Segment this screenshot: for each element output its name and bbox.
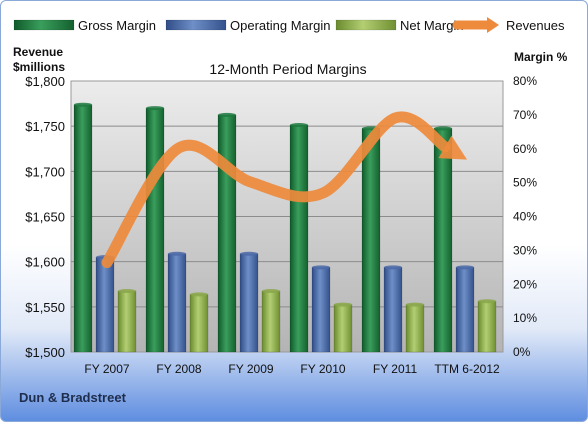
operating-margin-bar	[239, 253, 259, 353]
right-tick-label: 0%	[513, 345, 531, 359]
left-tick-label: $1,550	[25, 300, 65, 315]
company-name: Dun & Bradstreet	[19, 390, 126, 405]
operating-margin-legend-label: Operating Margin	[230, 18, 330, 33]
right-tick-label: 20%	[513, 277, 537, 291]
operating-margin-bar	[383, 267, 403, 353]
right-tick-label: 80%	[513, 74, 537, 88]
gross-margin-bar	[433, 128, 453, 353]
net-margin-bar	[405, 304, 425, 353]
revenues-arrowhead	[438, 135, 467, 160]
net-margin-bar	[477, 300, 497, 353]
category-label: FY 2007	[84, 362, 129, 376]
left-tick-label: $1,700	[25, 164, 65, 179]
operating-margin-bar	[455, 267, 475, 353]
left-axis-title-line1: Revenue	[13, 45, 63, 59]
category-label: FY 2010	[300, 362, 345, 376]
gross-margin-legend-label: Gross Margin	[78, 18, 156, 33]
net-margin-bar	[189, 294, 209, 353]
gross-margin-bar-cap	[146, 106, 164, 111]
left-tick-label: $1,800	[25, 74, 65, 89]
gross-margin-legend-swatch	[13, 19, 75, 31]
operating-margin-bar	[167, 253, 187, 353]
revenues-legend-arrow	[487, 17, 499, 33]
legend: Gross Margin Operating Margin Net Margin Re…	[13, 17, 565, 33]
bars-layer	[73, 102, 497, 353]
gridlines	[71, 125, 503, 308]
net-margin-bar-cap	[190, 292, 208, 297]
category-label: FY 2011	[373, 362, 418, 376]
net-margin-bar-cap	[262, 289, 280, 294]
gross-margin-bar-cap	[290, 123, 308, 128]
net-margin-bar-cap	[118, 289, 136, 294]
revenues-legend-label: Revenues	[506, 18, 565, 33]
left-tick-label: $1,750	[25, 119, 65, 134]
operating-margin-bar	[311, 267, 331, 353]
right-tick-label: 30%	[513, 243, 537, 257]
net-margin-bar-cap	[406, 302, 424, 307]
operating-margin-bar-cap	[312, 265, 330, 270]
right-tick-label: 10%	[513, 311, 537, 325]
left-tick-label: $1,500	[25, 345, 65, 360]
revenues-line	[101, 111, 451, 269]
category-label: TTM 6-2012	[434, 362, 500, 376]
left-tick-label: $1,600	[25, 255, 65, 270]
gross-margin-bar	[217, 114, 237, 353]
operating-margin-bar-cap	[456, 265, 474, 270]
right-tick-label: 50%	[513, 176, 537, 190]
revenue-line-layer	[101, 111, 467, 269]
axes-layer: $1,500 $1,550 $1,600 $1,650 $1,700 $1,750 $1,8…	[25, 74, 537, 376]
right-tick-label: 60%	[513, 142, 537, 156]
net-margin-bar	[117, 290, 137, 353]
gross-margin-bar	[361, 128, 381, 353]
gross-margin-bar	[73, 104, 93, 353]
operating-margin-legend-swatch	[165, 19, 227, 31]
operating-margin-bar-cap	[384, 265, 402, 270]
right-tick-label: 40%	[513, 210, 537, 224]
net-margin-bar-cap	[334, 302, 352, 307]
category-label: FY 2009	[228, 362, 273, 376]
gross-margin-bar-cap	[74, 102, 92, 107]
net-margin-legend-label: Net Margin	[400, 18, 464, 33]
gross-margin-bar	[145, 107, 165, 353]
chart-title: 12-Month Period Margins	[209, 61, 366, 77]
gross-margin-bar-cap	[218, 112, 236, 117]
gross-margin-bar-cap	[434, 126, 452, 131]
net-margin-bar	[333, 304, 353, 353]
net-margin-bar	[261, 290, 281, 353]
right-axis-title: Margin %	[514, 50, 568, 64]
category-label: FY 2008	[156, 362, 201, 376]
right-tick-label: 70%	[513, 108, 537, 122]
operating-margin-bar-cap	[240, 251, 258, 256]
left-axis-title-line2: $millions	[13, 60, 65, 74]
left-tick-label: $1,650	[25, 210, 65, 225]
operating-margin-bar-cap	[168, 251, 186, 256]
gross-margin-bar	[289, 124, 309, 353]
net-margin-bar-cap	[478, 299, 496, 304]
operating-margin-bar	[95, 256, 115, 353]
net-margin-legend-swatch	[335, 19, 397, 31]
